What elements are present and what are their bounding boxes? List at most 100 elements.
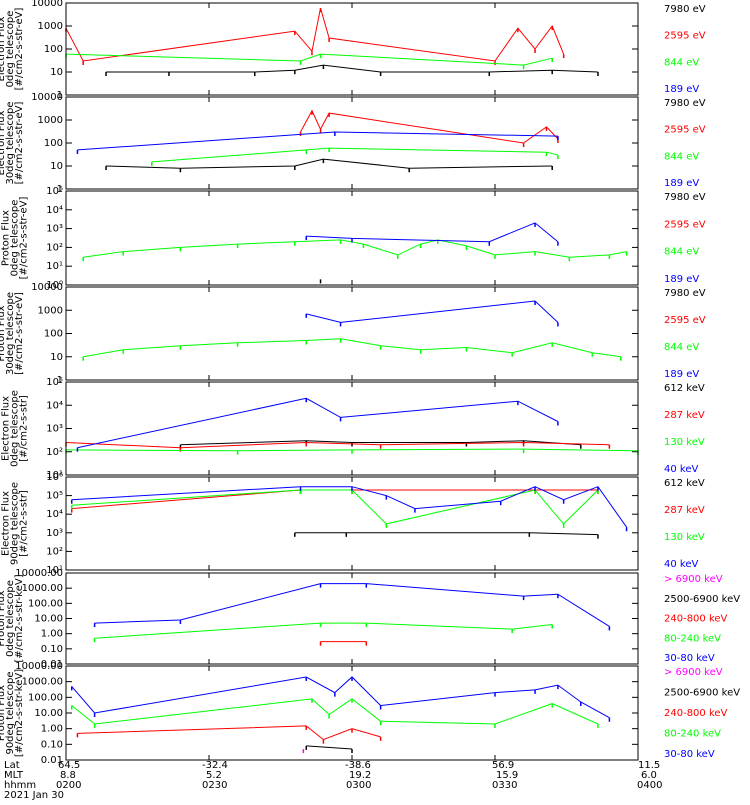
footer-time-2: 0230 <box>202 780 228 791</box>
y-tick-label: 1000 <box>38 115 63 126</box>
y-axis-label: Electron Flux30deg telescope[#/cm2-s-str… <box>0 101 25 184</box>
y-tick-label: 10² <box>46 447 63 458</box>
panel-3: 10⁰ 10¹ 10² 10³ 10⁴ 10⁵ TEDProton Flux0deg tel… <box>0 186 706 291</box>
y-tick-label: 1 <box>57 90 63 101</box>
legend-entry: 189 eV <box>664 369 699 380</box>
series-line <box>77 397 559 449</box>
footer-label-hhmm: hhmm <box>4 780 37 791</box>
footer-lat-5: 11.5 <box>638 760 661 771</box>
legend-entry: 189 eV <box>664 84 699 95</box>
legend-entry: 2595 eV <box>664 315 706 326</box>
series-line <box>94 583 610 627</box>
series-line <box>83 239 627 258</box>
series-green <box>82 338 622 361</box>
legend-entry: 130 keV <box>664 532 705 543</box>
series-green <box>65 448 639 455</box>
series-red <box>76 725 382 744</box>
y-tick-label: 1000 <box>38 21 63 32</box>
y-tick-label: 10 <box>50 161 63 172</box>
y-axis-label-line: 0deg telescope <box>10 390 21 467</box>
plot-frame <box>65 96 639 190</box>
y-axis-label-line: [#/cm2-s-str] <box>19 395 30 462</box>
y-tick-label: 1000.00 <box>22 677 63 688</box>
footer-date-row: 2021 Jan 30 <box>0 791 750 805</box>
series-black <box>105 64 599 76</box>
series-line <box>71 698 599 725</box>
legend-entry: > 6900 keV <box>664 667 723 678</box>
series-line <box>300 109 559 144</box>
legend-entry: 189 eV <box>664 274 699 285</box>
y-tick-label: 100 <box>44 329 63 340</box>
y-tick-label: 100 <box>44 138 63 149</box>
plot-frame <box>65 665 639 761</box>
series-line <box>71 676 610 719</box>
series-line <box>71 489 598 510</box>
series-green <box>65 53 553 70</box>
y-axis-label: Proton Flux30deg telescope[#/cm2-s-str-e… <box>0 292 25 375</box>
y-tick-label: 10.00 <box>34 708 63 719</box>
y-axis-label-line: 0deg telescope <box>5 11 16 88</box>
legend-entry: 40 keV <box>664 559 698 570</box>
panel-7: 0.010.101.0010.00100.001000.0010000.00Pr… <box>0 568 740 670</box>
y-axis-label-line: TED <box>0 228 3 249</box>
y-axis-label-line: [#/cm2-s-str-keV] <box>14 574 25 662</box>
series-blue <box>70 676 611 722</box>
footer-time-3: 0300 <box>346 780 372 791</box>
y-axis-label-line: Proton Flux <box>0 685 7 741</box>
y-axis-label-line: Proton Flux <box>0 305 7 361</box>
y-tick-label: 1.00 <box>41 724 63 735</box>
legend-entry: 240-800 keV <box>664 708 728 719</box>
y-tick-label: 10000 <box>31 282 63 293</box>
y-tick-label: 10⁶ <box>46 472 63 483</box>
footer-lat-1: 64.5 <box>58 760 81 771</box>
legend-entry: 189 eV <box>664 178 699 189</box>
y-axis-label-line: Electron Flux <box>1 491 12 556</box>
series-line <box>306 222 559 243</box>
legend-entry: 80-240 keV <box>664 729 721 740</box>
y-tick-label: 10⁵ <box>46 377 63 388</box>
legend-entry: 80-240 keV <box>664 633 721 644</box>
y-tick-label: 10³ <box>46 224 63 235</box>
series-line <box>65 441 610 449</box>
y-tick-label: 10² <box>46 546 63 557</box>
series-line <box>71 486 628 528</box>
y-tick-label: 10² <box>46 242 63 253</box>
series-green <box>82 239 628 262</box>
series-red <box>299 109 559 147</box>
legend-entry: 2595 eV <box>664 31 706 42</box>
y-axis-label-line: Electron Flux <box>0 16 7 81</box>
y-tick-label: 10 <box>50 67 63 78</box>
legend-entry: 2500-6900 keV <box>664 688 740 699</box>
y-tick-label: 10000.00 <box>15 568 63 579</box>
y-tick-label: 10⁵ <box>46 186 63 197</box>
y-axis-label-line: [#/cm2-s-str] <box>19 490 30 557</box>
y-tick-label: 10⁴ <box>46 400 63 411</box>
footer-row-mlt: MLT 8.8 5.2 19.2 15.9 6.0 <box>0 771 750 785</box>
series-blue <box>76 397 559 452</box>
legend-entry: 2500-6900 keV <box>664 594 740 605</box>
footer-date: 2021 Jan 30 <box>4 790 64 801</box>
y-tick-label: 0.01 <box>41 755 63 766</box>
y-tick-label: 1 <box>57 184 63 195</box>
y-tick-label: 1 <box>57 375 63 386</box>
y-axis-label: Proton Flux90deg telescope[#/cm2-s-str-k… <box>0 669 25 757</box>
series-black <box>294 532 599 539</box>
series-line <box>180 440 581 446</box>
plot-frame <box>65 190 639 286</box>
footer-lat-3: -38.6 <box>345 760 371 771</box>
series-blue <box>305 222 559 246</box>
series-line <box>65 53 553 66</box>
plot-frame <box>65 286 639 381</box>
footer-lat-4: 56.9 <box>492 760 515 771</box>
series-blue <box>70 486 628 532</box>
series-red <box>65 7 565 66</box>
y-axis-label-line: [#/cm2-s-str-eV] <box>19 197 30 280</box>
series-line <box>65 7 565 62</box>
y-tick-label: 10¹ <box>46 261 63 272</box>
y-axis-label-line: [#/cm2-s-str-eV] <box>14 292 25 375</box>
panel-5: 10¹ 10² 10³ 10⁴ 10⁵ MEPEDElectron Flux0deg te… <box>0 377 705 481</box>
y-axis-label-line: Electron Flux <box>1 396 12 461</box>
series-black <box>105 158 553 173</box>
legend-entry: 2595 eV <box>664 219 706 230</box>
footer-mlt-1: 8.8 <box>60 770 76 781</box>
